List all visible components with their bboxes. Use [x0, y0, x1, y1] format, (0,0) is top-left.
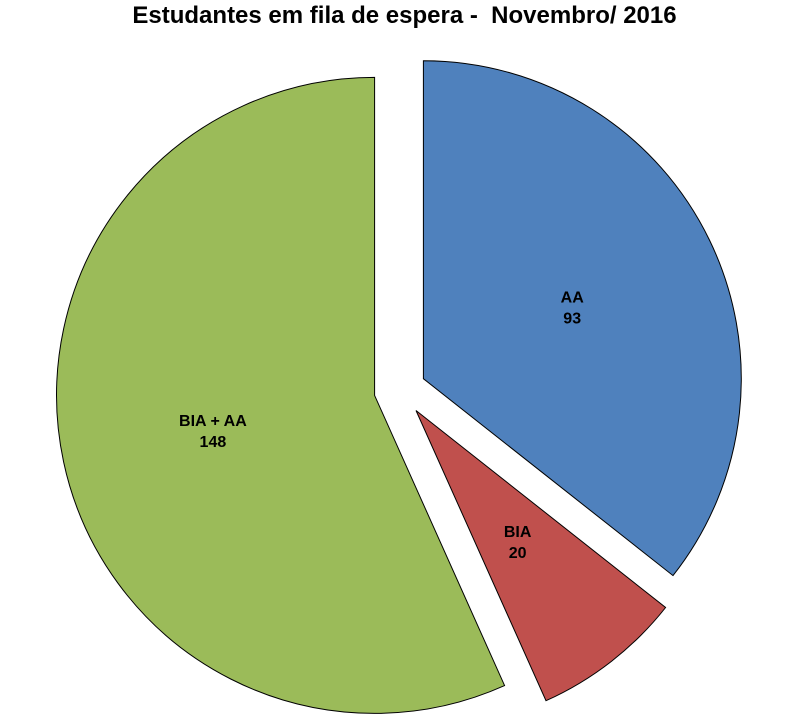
pie-slice-bia-aa [56, 76, 506, 714]
slice-label-bia: BIA 20 [504, 524, 532, 562]
pie-slice-bia [415, 410, 667, 702]
slice-label-bia-aa: BIA + AA 148 [179, 413, 247, 451]
slice-label-aa: AA 93 [561, 290, 585, 328]
chart-title: Estudantes em fila de espera - Novembro/… [132, 2, 677, 29]
pie-slice-aa [422, 60, 742, 577]
